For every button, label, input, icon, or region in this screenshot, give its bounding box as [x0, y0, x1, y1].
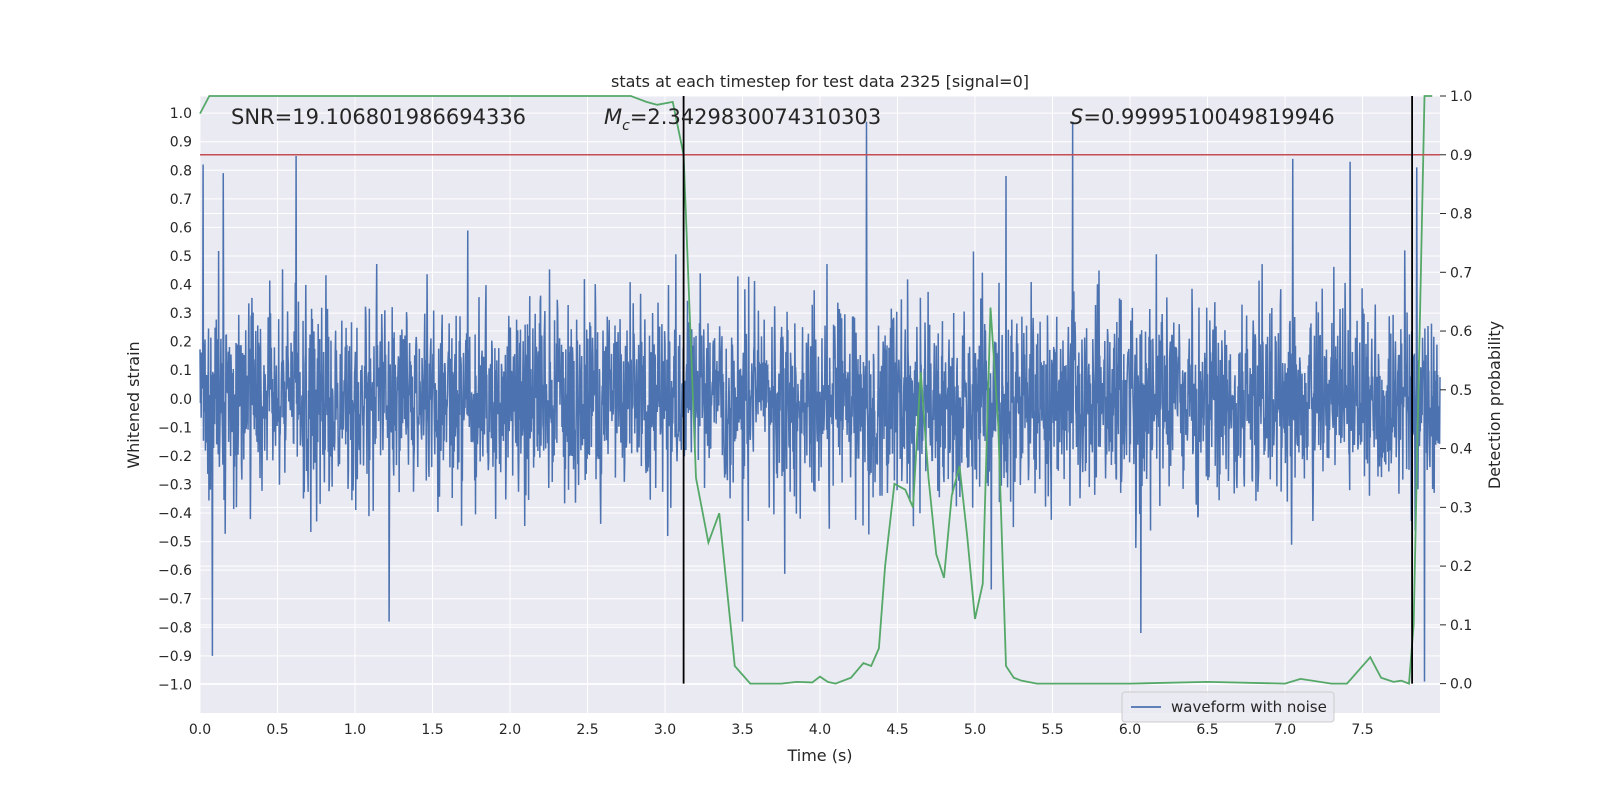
x-tick-label: 6.0: [1119, 722, 1141, 738]
y-axis-label: Whitened strain: [124, 341, 143, 468]
y-tick-label: −0.8: [158, 620, 192, 636]
y-tick-label: −0.7: [158, 592, 192, 608]
x-tick-label: 3.5: [731, 722, 753, 738]
probability-line: [199, 95, 1433, 685]
x-tick-label: 1.5: [421, 722, 443, 738]
x-tick-label: 6.5: [1196, 722, 1218, 738]
y-tick-label: −0.4: [158, 506, 192, 522]
y-tick-label: −1.0: [158, 677, 192, 693]
y-right-axis-label: Detection probability: [1485, 321, 1504, 489]
y-tick-label: 0.1: [170, 363, 192, 379]
x-tick-label: 4.0: [809, 722, 831, 738]
legend-label: waveform with noise: [1171, 698, 1327, 716]
y-tick-label: 0.6: [170, 220, 192, 236]
x-tick-label: 0.5: [266, 722, 288, 738]
y-tick-label: 0.8: [170, 163, 192, 179]
s-value: =0.9999510049819946: [1083, 105, 1334, 129]
s-annotation: S=0.9999510049819946: [1070, 105, 1335, 129]
y-tick-label: −0.1: [158, 420, 192, 436]
y-right-tick-label: 0.6: [1450, 324, 1472, 340]
legend-box: [1121, 691, 1335, 723]
s-symbol: S: [1070, 105, 1083, 129]
x-tick-label: 7.0: [1274, 722, 1296, 738]
y-tick-label: −0.5: [158, 535, 192, 551]
y-tick-label: 0.9: [170, 135, 192, 151]
x-tick-label: 5.0: [964, 722, 986, 738]
x-tick-label: 2.5: [576, 722, 598, 738]
x-tick-label: 4.5: [886, 722, 908, 738]
y-tick-label: 0.2: [170, 335, 192, 351]
chirp-mass-annotation: Mc=2.3429830074310303: [604, 105, 881, 134]
y-tick-label: 1.0: [170, 106, 192, 122]
y-tick-label: 0.4: [170, 278, 192, 294]
x-tick-label: 5.5: [1041, 722, 1063, 738]
y-tick-label: 0.7: [170, 192, 192, 208]
chirp-mass-subscript: c: [622, 118, 630, 134]
probability-series: [199, 95, 1433, 685]
x-tick-label: 0.0: [189, 722, 211, 738]
axis-ticks: 0.0 0.5 1.0 1.5 2.0 2.5 3.0 3.5 4.0 4.5 5.0 5.5 6.0 6…: [158, 89, 1472, 738]
y-right-tick-label: 0.1: [1450, 618, 1472, 634]
chart-title: stats at each timestep for test data 232…: [611, 72, 1029, 91]
y-right-tick-label: 0.0: [1450, 677, 1472, 693]
x-tick-label: 2.0: [499, 722, 521, 738]
y-tick-label: −0.3: [158, 477, 192, 493]
y-right-tick-label: 0.9: [1450, 148, 1472, 164]
y-tick-label: 0.0: [170, 392, 192, 408]
reference-lines: [200, 96, 1440, 684]
chirp-mass-value: =2.3429830074310303: [630, 105, 881, 129]
y-right-tick-label: 0.4: [1450, 442, 1472, 458]
y-tick-label: 0.5: [170, 249, 192, 265]
y-tick-label: 0.3: [170, 306, 192, 322]
strain-line: [199, 121, 1441, 682]
y-right-tick-label: 1.0: [1450, 89, 1472, 105]
y-right-tick-label: 0.8: [1450, 207, 1472, 223]
x-axis-label: Time (s): [786, 746, 852, 765]
strain-series: [199, 121, 1441, 682]
x-tick-label: 3.0: [654, 722, 676, 738]
y-tick-label: −0.2: [158, 449, 192, 465]
y-right-tick-label: 0.3: [1450, 500, 1472, 516]
chirp-mass-symbol: M: [604, 105, 622, 129]
y-right-tick-label: 0.7: [1450, 265, 1472, 281]
legend: waveform with noise: [1121, 691, 1335, 723]
snr-annotation: SNR=19.106801986694336: [231, 105, 526, 129]
y-tick-label: −0.6: [158, 563, 192, 579]
y-tick-label: −0.9: [158, 649, 192, 665]
x-tick-label: 1.0: [344, 722, 366, 738]
y-right-tick-label: 0.2: [1450, 559, 1472, 575]
x-tick-label: 7.5: [1351, 722, 1373, 738]
y-right-tick-label: 0.5: [1450, 383, 1472, 399]
